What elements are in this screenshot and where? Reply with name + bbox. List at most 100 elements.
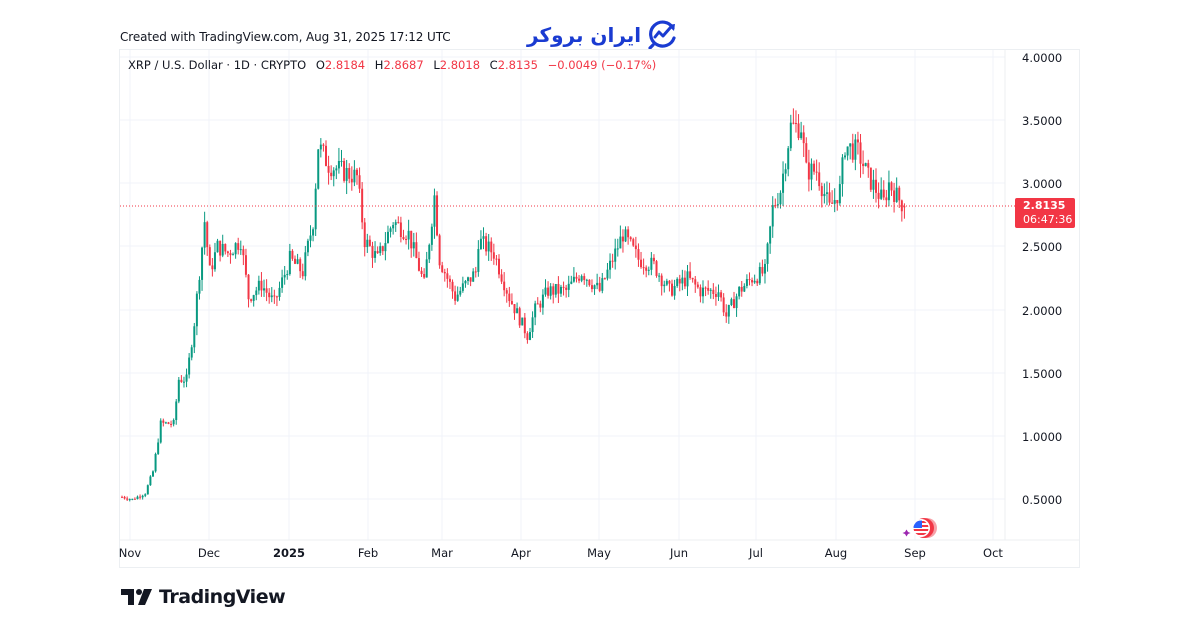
candle — [900, 200, 903, 212]
candle — [250, 299, 253, 301]
candle — [448, 278, 451, 282]
candle — [299, 259, 302, 272]
candle — [490, 241, 493, 253]
candle — [588, 279, 591, 286]
candle — [544, 287, 547, 295]
y-tick: 1.0000 — [1022, 430, 1063, 444]
chart-frame — [119, 49, 1080, 568]
candle — [226, 251, 229, 254]
candle — [660, 275, 663, 287]
close-label: C — [489, 58, 498, 72]
candle — [758, 266, 761, 284]
created-with-caption: Created with TradingView.com, Aug 31, 20… — [120, 30, 451, 44]
candle — [273, 295, 276, 297]
candle — [386, 231, 389, 244]
candle — [159, 420, 162, 443]
candle — [172, 420, 175, 425]
candle — [206, 222, 209, 248]
candle — [239, 249, 242, 251]
candle — [353, 169, 356, 183]
candle — [136, 496, 139, 500]
candle — [198, 279, 201, 294]
candle — [394, 222, 397, 225]
candle — [541, 294, 544, 308]
candle — [844, 155, 847, 158]
candle — [580, 276, 583, 281]
candle — [335, 168, 338, 171]
candle — [784, 169, 787, 174]
candle — [314, 188, 317, 230]
candle — [534, 303, 537, 318]
candle — [668, 280, 671, 284]
candle — [407, 230, 410, 240]
candle — [234, 243, 237, 255]
candle — [704, 287, 707, 289]
candle — [265, 288, 268, 293]
economic-event-marker[interactable] — [901, 516, 941, 546]
candle — [224, 243, 227, 252]
candle — [531, 317, 534, 333]
candle — [689, 271, 692, 278]
change-value: −0.0049 (−0.17%) — [547, 58, 657, 72]
candle — [232, 254, 235, 256]
candle — [482, 236, 485, 239]
candle — [593, 285, 596, 290]
candle — [583, 276, 586, 280]
candle — [368, 239, 371, 246]
candle — [890, 182, 893, 191]
candle — [510, 301, 513, 305]
candle — [578, 278, 581, 281]
candle — [800, 132, 803, 139]
candle — [255, 290, 258, 296]
candle — [712, 289, 715, 295]
high-value: 2.8687 — [383, 58, 424, 72]
candle — [763, 263, 766, 274]
candle — [237, 243, 240, 250]
candle — [157, 442, 160, 454]
brand-name: ایران بروکر — [527, 23, 642, 47]
candle — [521, 317, 524, 326]
candle — [324, 145, 327, 166]
candle — [606, 269, 609, 279]
candle — [402, 237, 405, 239]
candle — [446, 273, 449, 279]
candle — [658, 275, 661, 277]
candle — [306, 240, 309, 253]
candle — [363, 222, 366, 248]
candle — [384, 243, 387, 252]
candle — [735, 296, 738, 309]
candle — [170, 423, 173, 425]
candle — [281, 277, 284, 288]
candle — [751, 280, 754, 283]
x-tick: Jul — [749, 546, 763, 560]
candle — [516, 308, 519, 314]
candle — [885, 197, 888, 201]
candle — [686, 271, 689, 287]
candle — [725, 312, 728, 317]
candle — [201, 247, 204, 280]
candle — [438, 235, 441, 266]
candle — [601, 278, 604, 291]
candle — [337, 160, 340, 169]
candles — [121, 108, 906, 502]
candle — [645, 267, 648, 271]
candle — [818, 172, 821, 187]
candle — [523, 317, 526, 334]
candle — [131, 498, 134, 500]
candle — [792, 122, 795, 124]
candle — [699, 287, 702, 297]
candle — [898, 187, 901, 201]
y-tick: 1.5000 — [1022, 367, 1063, 381]
candle — [177, 379, 180, 402]
brand-logo: ایران بروکر — [527, 18, 679, 52]
candle — [805, 143, 808, 163]
candle — [730, 299, 733, 305]
candle — [420, 270, 423, 274]
candle — [621, 236, 624, 242]
low-label: L — [433, 58, 440, 72]
candle — [797, 123, 800, 139]
candle — [862, 163, 865, 167]
candle — [831, 202, 834, 204]
last-price-value: 2.8135 — [1023, 199, 1066, 212]
